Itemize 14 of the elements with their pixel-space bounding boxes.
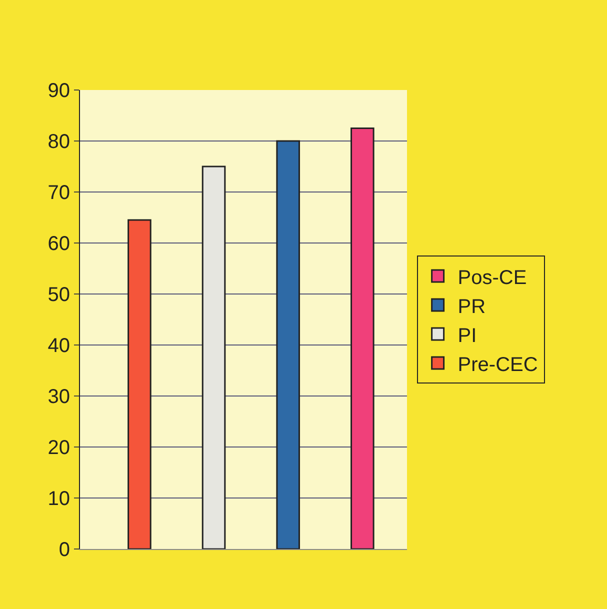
y-tick-label: 10 <box>48 488 70 510</box>
y-tick-label: 40 <box>48 335 70 357</box>
legend-label: Pre-CEC <box>458 354 538 376</box>
y-tick-label: 30 <box>48 386 70 408</box>
y-tick-label: 60 <box>48 233 70 255</box>
y-tick-label: 90 <box>48 80 70 102</box>
y-tick-label: 50 <box>48 284 70 306</box>
y-tick-label: 80 <box>48 131 70 153</box>
y-tick-label: 70 <box>48 182 70 204</box>
legend-label: PI <box>458 324 477 347</box>
y-tick-label: 20 <box>48 437 70 459</box>
y-tick-label: 0 <box>58 539 70 561</box>
legend-label: PR <box>458 296 486 318</box>
legend-label: Pos-CE <box>458 266 527 289</box>
